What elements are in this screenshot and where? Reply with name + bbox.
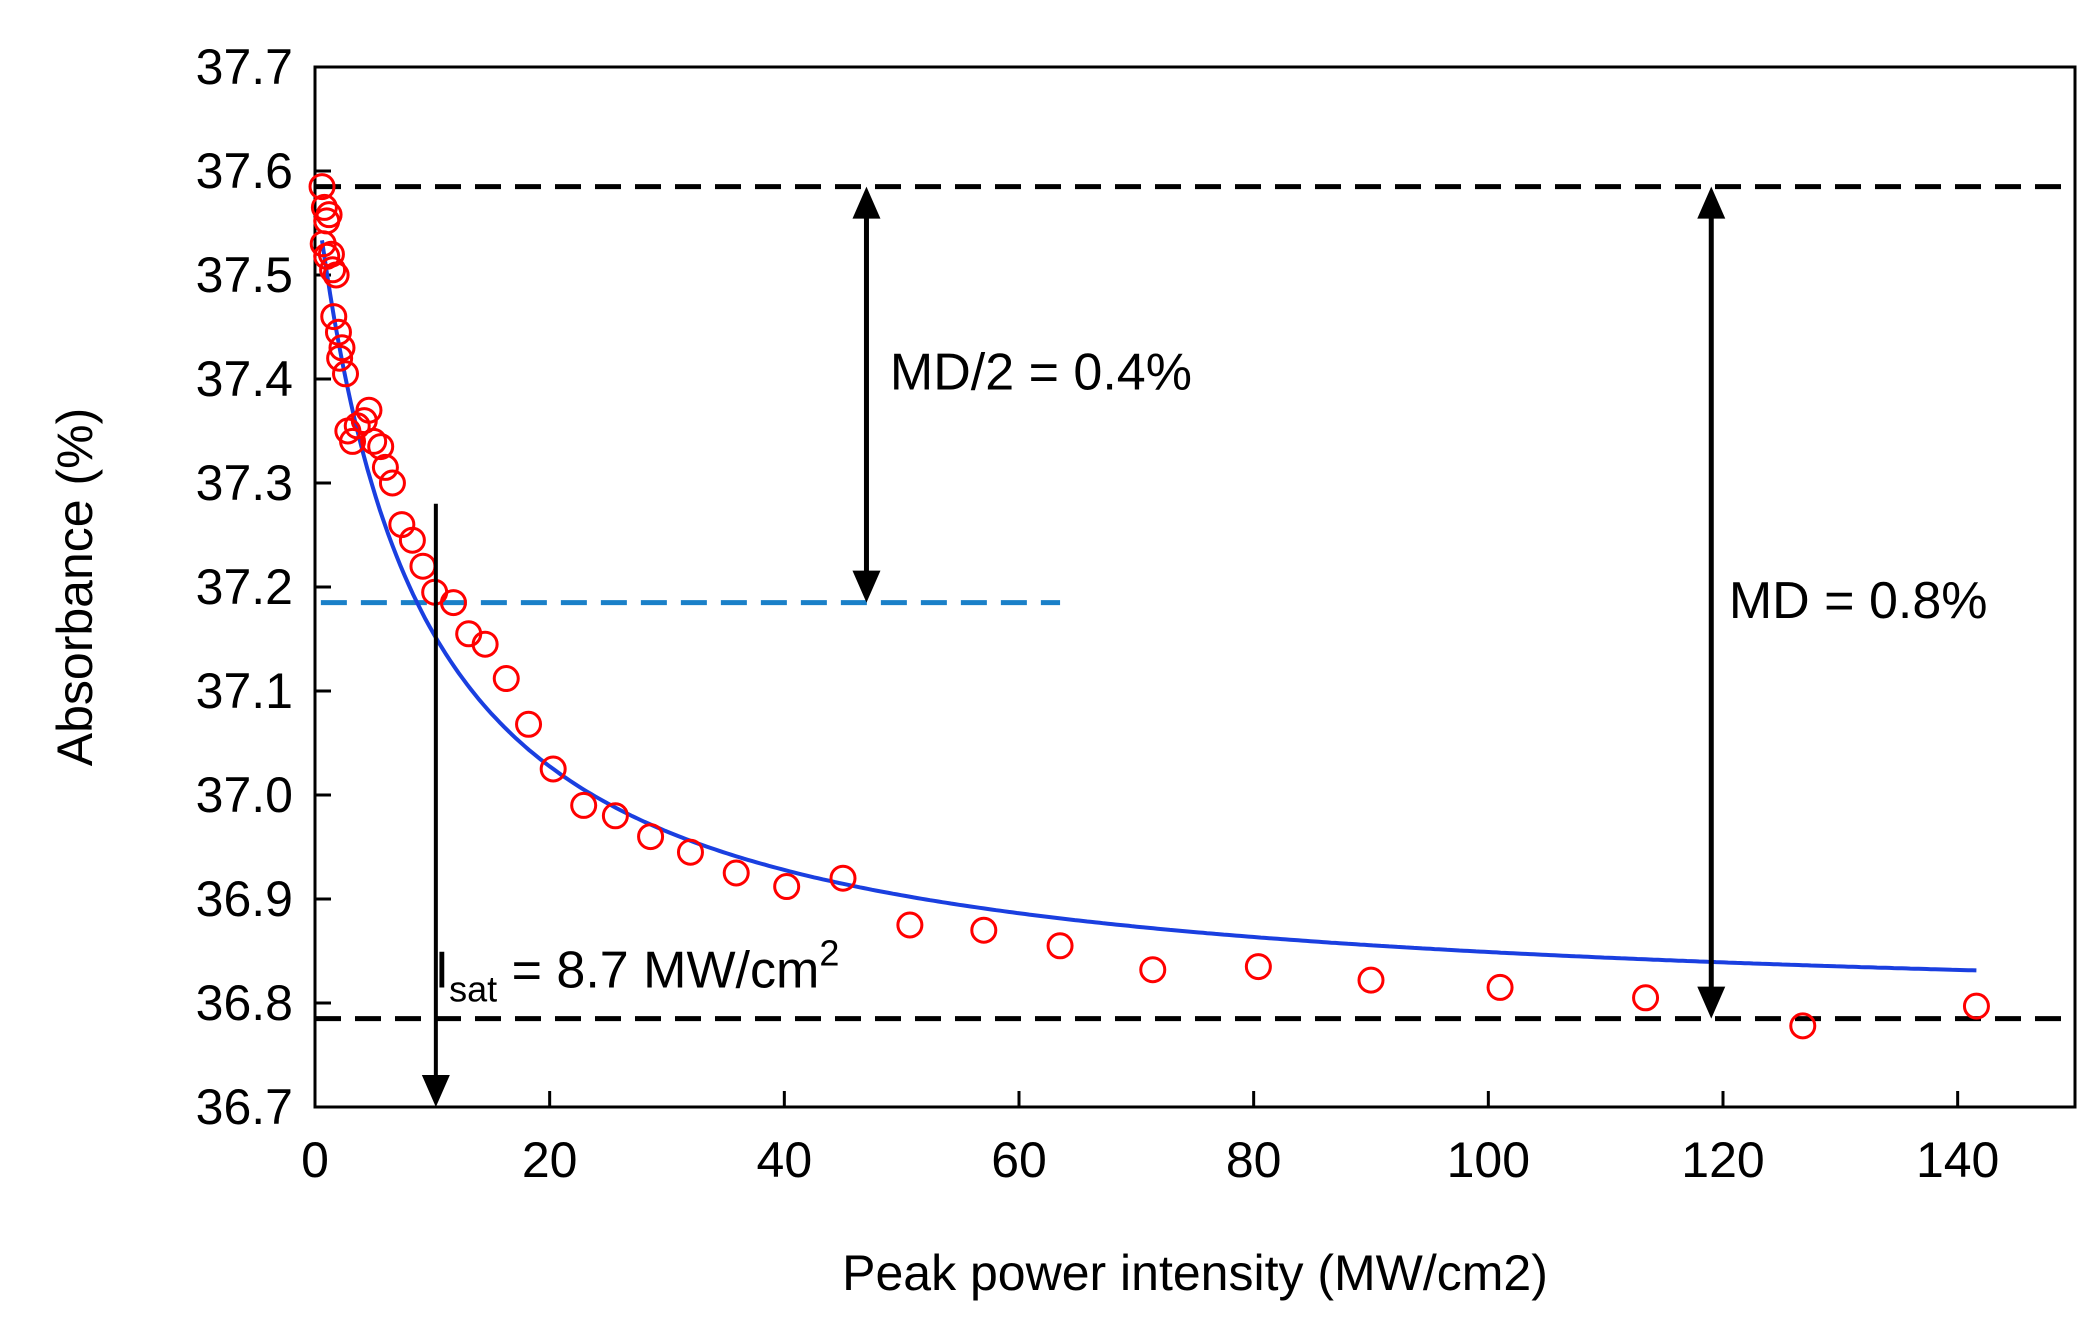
x-tick-label: 120 — [1681, 1132, 1764, 1188]
data-point — [355, 396, 383, 424]
data-point — [570, 791, 598, 819]
y-tick-label: 37.0 — [196, 767, 293, 823]
data-point — [773, 873, 801, 901]
data-point — [360, 427, 388, 455]
data-point — [471, 630, 499, 658]
isat-label: Isat = 8.7 MW/cm2 — [435, 932, 840, 1009]
annotations: MD/2 = 0.4% MD = 0.8% Isat = 8.7 MW/cm2 — [435, 343, 1988, 1009]
data-point — [637, 823, 665, 851]
data-point — [439, 589, 467, 617]
data-point — [328, 334, 356, 362]
data-point — [676, 838, 704, 866]
x-tick-label: 40 — [757, 1132, 813, 1188]
data-point — [829, 864, 857, 892]
arrows — [421, 186, 1726, 1107]
data-point — [317, 240, 345, 268]
md-label: MD = 0.8% — [1729, 572, 1988, 630]
y-axis: 36.7 36.8 36.9 37.0 37.1 37.2 37.3 37.4 37.5 37.6… — [196, 39, 331, 1135]
arrow-head-down — [421, 1075, 450, 1107]
data-point — [322, 261, 350, 289]
data-point — [398, 526, 426, 554]
data-point — [492, 665, 520, 693]
isat-value: = 8.7 MW/cm — [497, 941, 819, 999]
isat-subscript: sat — [449, 968, 497, 1009]
data-point — [310, 193, 338, 221]
data-point — [601, 802, 629, 830]
fit-curve-group — [320, 240, 1977, 973]
isat-symbol: I — [435, 941, 449, 999]
x-tick-label: 140 — [1916, 1132, 1999, 1188]
arrow-head-up — [852, 186, 881, 219]
data-point — [308, 173, 336, 201]
data-point — [326, 344, 354, 372]
data-point — [1962, 992, 1990, 1020]
md-half-label: MD/2 = 0.4% — [890, 343, 1192, 401]
data-point — [1244, 953, 1272, 981]
y-tick-label: 36.9 — [196, 871, 293, 927]
x-tick-label: 80 — [1226, 1132, 1282, 1188]
y-tick-label: 36.8 — [196, 975, 293, 1031]
y-tick-label: 37.1 — [196, 663, 293, 719]
y-axis-title: Absorbance (%) — [47, 408, 103, 767]
data-point — [371, 453, 399, 481]
data-point — [1789, 1012, 1817, 1040]
y-tick-label: 37.2 — [196, 559, 293, 615]
arrow-head-up — [1697, 186, 1726, 219]
y-tick-label: 37.4 — [196, 351, 293, 407]
data-point — [970, 916, 998, 944]
isat-superscript: 2 — [819, 932, 839, 973]
x-axis-title: Peak power intensity (MW/cm2) — [842, 1245, 1548, 1301]
data-point — [339, 427, 367, 455]
x-tick-label: 0 — [301, 1132, 329, 1188]
fit-curve — [320, 240, 1977, 973]
data-point — [315, 201, 343, 229]
x-tick-label: 100 — [1447, 1132, 1530, 1188]
data-point — [1357, 966, 1385, 994]
y-tick-label: 37.5 — [196, 247, 293, 303]
reference-lines — [315, 184, 2075, 1022]
data-point — [320, 303, 348, 331]
data-point — [515, 710, 543, 738]
data-point — [1139, 956, 1167, 984]
arrow-head-down — [852, 570, 881, 603]
y-tick-label: 36.7 — [196, 1079, 293, 1135]
data-point — [1046, 932, 1074, 960]
data-point — [539, 755, 567, 783]
data-point — [378, 469, 406, 497]
data-point — [1486, 973, 1514, 1001]
x-axis: 0 20 40 60 80 100 120 140 — [301, 1091, 1999, 1188]
data-point — [409, 552, 437, 580]
y-tick-label: 37.7 — [196, 39, 293, 95]
data-point — [367, 433, 395, 461]
data-point — [722, 859, 750, 887]
x-tick-label: 60 — [991, 1132, 1047, 1188]
arrow-head-down — [1697, 986, 1726, 1019]
x-tick-label: 20 — [522, 1132, 578, 1188]
data-point — [332, 360, 360, 388]
data-point — [896, 911, 924, 939]
y-tick-label: 37.3 — [196, 455, 293, 511]
data-point — [1632, 984, 1660, 1012]
y-tick-label: 37.6 — [196, 143, 293, 199]
data-point — [319, 256, 347, 284]
data-point — [324, 318, 352, 346]
